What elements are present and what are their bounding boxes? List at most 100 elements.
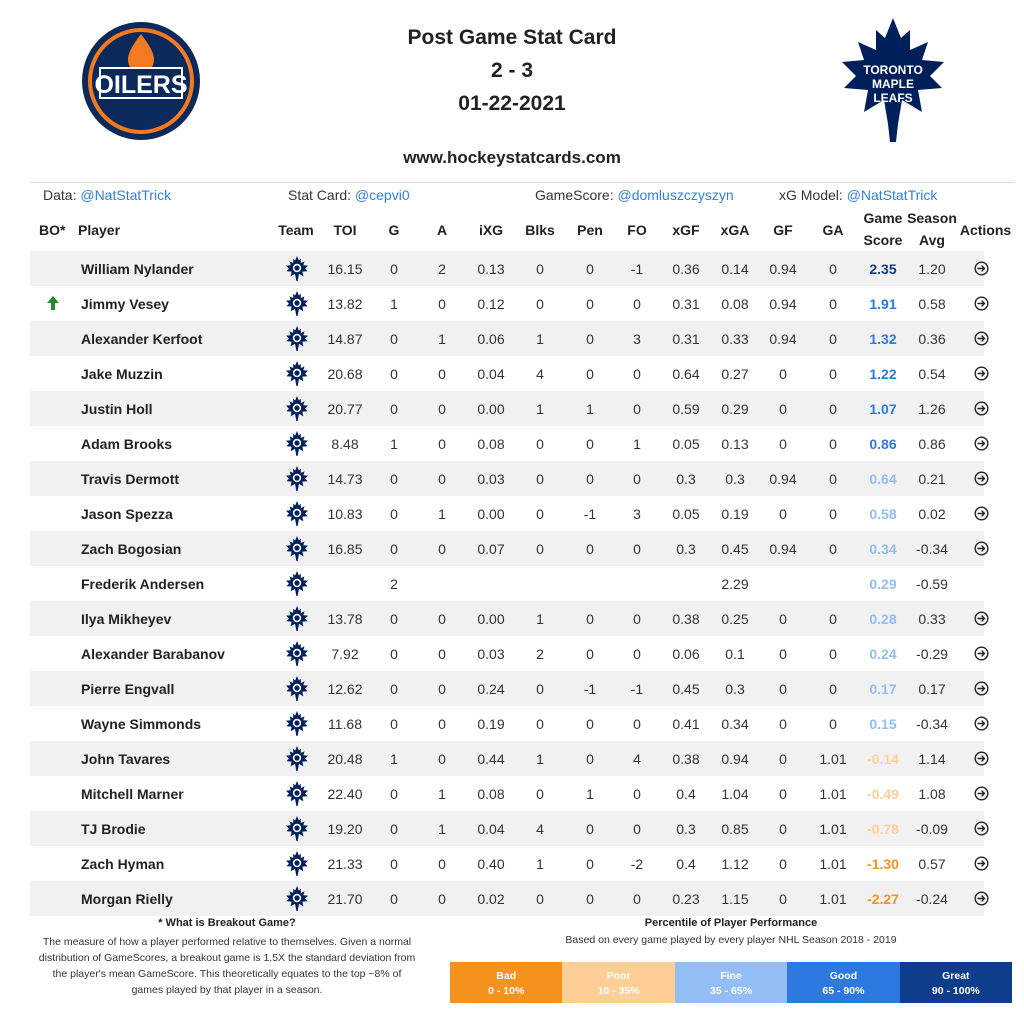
cell-xga: 0.08: [721, 296, 749, 312]
arrow-right-circle-icon[interactable]: [974, 261, 989, 276]
player-name[interactable]: John Tavares: [81, 751, 171, 767]
player-name[interactable]: William Nylander: [81, 261, 194, 277]
legend-range: 65 - 90%: [822, 985, 865, 997]
player-name[interactable]: TJ Brodie: [81, 821, 146, 837]
arrow-right-circle-icon[interactable]: [974, 296, 989, 311]
cell-a: 0: [438, 471, 446, 487]
arrow-right-circle-icon[interactable]: [974, 786, 989, 801]
credit-data-handle[interactable]: @NatStatTrick: [80, 187, 172, 203]
cell-toi: 20.68: [327, 366, 363, 382]
percentile-title: Percentile of Player Performance: [644, 917, 818, 929]
player-name[interactable]: Morgan Rielly: [81, 891, 173, 907]
table-row: Zach Bogosian 16.85 0 0 0.07 0 0 0 0.3 0.45 0.94 0 0…: [30, 531, 989, 566]
cell-ixg: 0.00: [477, 611, 505, 627]
cell-xgf: 0.05: [672, 506, 700, 522]
arrow-right-circle-icon[interactable]: [974, 331, 989, 346]
cell-xgf: 0.59: [672, 401, 700, 417]
cell-pen: 0: [586, 471, 594, 487]
credit-gamescore-handle[interactable]: @domluszczyszyn: [617, 187, 734, 203]
arrow-right-circle-icon[interactable]: [974, 856, 989, 871]
arrow-right-circle-icon[interactable]: [974, 401, 989, 416]
player-name[interactable]: Travis Dermott: [81, 471, 180, 487]
maple-leafs-team-icon: [285, 886, 309, 911]
cell-toi: 16.15: [327, 261, 363, 277]
col-score: Score: [863, 232, 903, 248]
cell-ixg: 0.04: [477, 366, 505, 382]
maple-leafs-team-icon: [285, 396, 309, 421]
player-name[interactable]: Pierre Engvall: [81, 681, 175, 697]
col-team: Team: [278, 222, 314, 238]
arrow-right-circle-icon[interactable]: [974, 681, 989, 696]
cell-blks: 1: [536, 751, 544, 767]
player-name[interactable]: Zach Bogosian: [81, 541, 182, 557]
cell-xgf: 0.4: [676, 856, 696, 872]
player-name[interactable]: Adam Brooks: [81, 436, 173, 452]
cell-xgf: 0.45: [672, 681, 700, 697]
cell-ixg: 0.08: [477, 436, 505, 452]
cell-fo: 0: [633, 401, 641, 417]
col-pen: Pen: [577, 222, 603, 238]
cell-ixg: 0.03: [477, 471, 505, 487]
cell-xga: 0.14: [721, 261, 749, 277]
arrow-right-circle-icon[interactable]: [974, 611, 989, 626]
cell-season-avg: 1.08: [918, 786, 946, 802]
player-name[interactable]: Jason Spezza: [81, 506, 173, 522]
legend-good: Good 65 - 90%: [787, 962, 900, 1003]
arrow-right-circle-icon[interactable]: [974, 891, 989, 906]
cell-ga: 0: [829, 541, 837, 557]
player-name[interactable]: Jake Muzzin: [81, 366, 163, 382]
cell-gf: 0.94: [769, 541, 797, 557]
cell-xgf: 0.64: [672, 366, 700, 382]
arrow-right-circle-icon[interactable]: [974, 821, 989, 836]
cell-ga: 1.01: [819, 821, 847, 837]
cell-g: 0: [390, 891, 398, 907]
player-name[interactable]: Justin Holl: [81, 401, 153, 417]
table-row: Zach Hyman 21.33 0 0 0.40 1 0 -2 0.4 1.12 0 1.01 -1.…: [30, 846, 989, 881]
player-name[interactable]: Zach Hyman: [81, 856, 165, 872]
cell-toi: 20.77: [327, 401, 363, 417]
cell-xgf: 0.36: [672, 261, 700, 277]
player-name[interactable]: Wayne Simmonds: [81, 716, 202, 732]
cell-ga: 1.01: [819, 891, 847, 907]
table-row: Mitchell Marner 22.40 0 1 0.08 0 1 0 0.4 1.04 0 1.0…: [30, 776, 989, 811]
cell-season-avg: -0.34: [916, 716, 948, 732]
cell-fo: 0: [633, 646, 641, 662]
cell-blks: 1: [536, 611, 544, 627]
arrow-right-circle-icon[interactable]: [974, 751, 989, 766]
cell-pen: 0: [586, 716, 594, 732]
cell-blks: 0: [536, 261, 544, 277]
arrow-right-circle-icon[interactable]: [974, 716, 989, 731]
cell-xga: 2.29: [721, 576, 749, 592]
table-row: Jimmy Vesey 13.82 1 0 0.12 0 0 0 0.31 0.08 0.94 0 1.…: [30, 286, 989, 321]
credit-xg-model-handle[interactable]: @NatStatTrick: [846, 187, 938, 203]
arrow-right-circle-icon[interactable]: [974, 436, 989, 451]
breakout-footnote-text: The measure of how a player performed re…: [38, 936, 416, 996]
cell-g: 0: [390, 821, 398, 837]
arrow-right-circle-icon[interactable]: [974, 541, 989, 556]
arrow-right-circle-icon[interactable]: [974, 471, 989, 486]
website-link[interactable]: www.hockeystatcards.com: [403, 148, 621, 167]
player-table: William Nylander 16.15 0 2 0.13 0 0 -1 0.36 0.14 0…: [30, 251, 989, 916]
credit-stat-card-handle[interactable]: @cepvi0: [354, 187, 410, 203]
player-name[interactable]: Alexander Kerfoot: [81, 331, 203, 347]
table-row: Wayne Simmonds 11.68 0 0 0.19 0 0 0 0.41 0.34 0 0 0.…: [30, 706, 989, 741]
player-name[interactable]: Ilya Mikheyev: [81, 611, 172, 627]
cell-season-avg: 0.21: [918, 471, 946, 487]
player-name[interactable]: Frederik Andersen: [81, 576, 205, 592]
table-row: Adam Brooks 8.48 1 0 0.08 0 0 1 0.05 0.13 0 0 0.86 0.…: [30, 426, 989, 461]
cell-ga: 0: [829, 716, 837, 732]
arrow-right-circle-icon[interactable]: [974, 366, 989, 381]
cell-ga: 0: [829, 611, 837, 627]
cell-xgf: 0.3: [676, 541, 696, 557]
arrow-right-circle-icon[interactable]: [974, 646, 989, 661]
cell-fo: 0: [633, 541, 641, 557]
cell-a: 2: [438, 261, 446, 277]
player-name[interactable]: Jimmy Vesey: [81, 296, 169, 312]
player-name[interactable]: Mitchell Marner: [81, 786, 184, 802]
cell-season-avg: 1.14: [918, 751, 946, 767]
arrow-right-circle-icon[interactable]: [974, 506, 989, 521]
player-name[interactable]: Alexander Barabanov: [81, 646, 225, 662]
cell-blks: 0: [536, 681, 544, 697]
cell-xga: 1.15: [721, 891, 749, 907]
credits-bar: Data: @NatStatTrick Stat Card: @cepvi0 G…: [30, 182, 1014, 206]
